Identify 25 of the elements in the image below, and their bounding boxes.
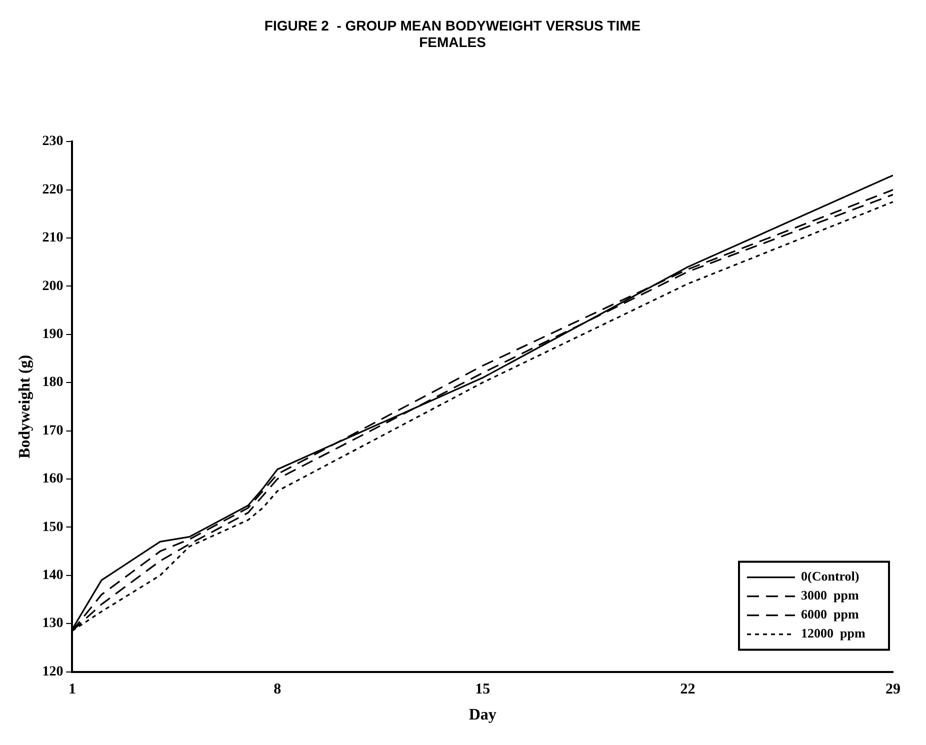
y-tick-label: 180 — [42, 375, 64, 390]
y-tick-label: 170 — [42, 423, 64, 438]
x-tick-label: 29 — [886, 682, 900, 698]
y-tick-label: 190 — [42, 327, 64, 342]
chart-subtitle: FEMALES — [419, 34, 486, 50]
legend-label: 6000 ppm — [801, 606, 859, 622]
x-axis-title: Day — [468, 706, 496, 724]
y-tick-label: 200 — [42, 278, 64, 294]
legend-label: 12000 ppm — [801, 626, 866, 641]
y-tick-label: 130 — [42, 616, 64, 632]
y-tick-label: 140 — [42, 568, 64, 584]
y-tick-label: 210 — [42, 230, 64, 246]
y-tick-label: 150 — [42, 520, 64, 535]
x-tick-label: 8 — [274, 682, 282, 698]
x-tick-label: 15 — [475, 682, 490, 698]
y-tick-label: 230 — [42, 134, 64, 150]
y-axis-title: Bodyweight (g) — [16, 354, 34, 458]
chart-title: FIGURE 2 - GROUP MEAN BODYWEIGHT VERSUS TIME — [264, 17, 641, 34]
legend-label: 0(Control) — [801, 568, 860, 584]
x-tick-label: 22 — [680, 682, 696, 698]
y-tick-label: 160 — [42, 472, 64, 487]
x-tick-label: 1 — [68, 682, 76, 698]
y-tick-label: 120 — [42, 664, 64, 680]
legend-label: 3000 ppm — [801, 588, 859, 603]
y-tick-label: 220 — [42, 182, 64, 198]
